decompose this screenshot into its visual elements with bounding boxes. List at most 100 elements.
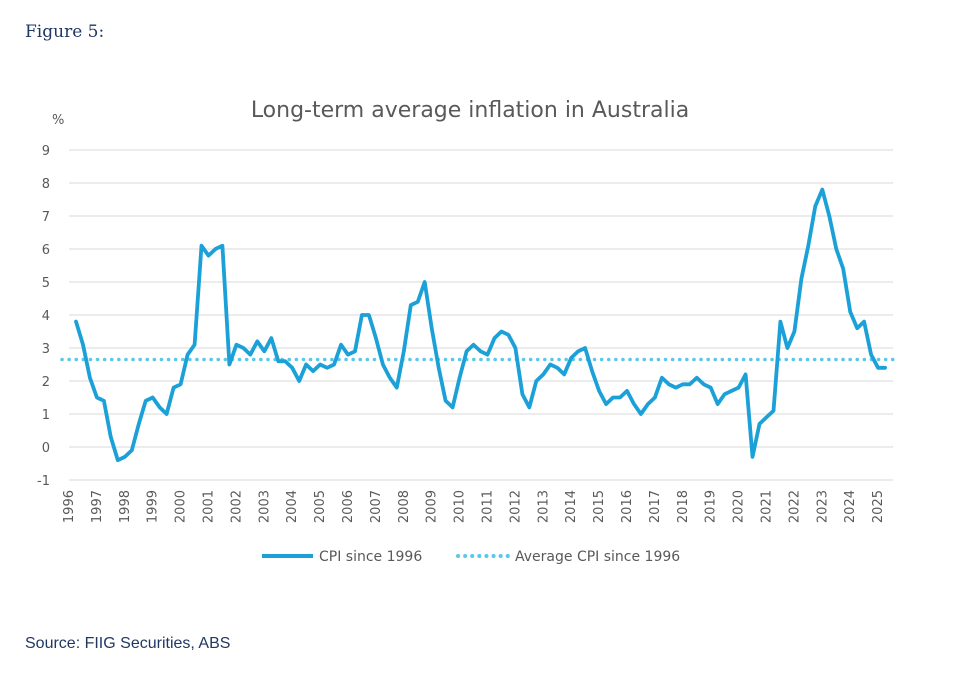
x-tick-label: 1997 bbox=[90, 490, 105, 523]
cpi-point bbox=[828, 215, 831, 218]
chart-title: Long-term average inflation in Australia bbox=[251, 98, 689, 123]
cpi-point bbox=[758, 422, 761, 425]
cpi-point bbox=[521, 393, 524, 396]
cpi-point bbox=[305, 363, 308, 366]
x-tick-label: 1998 bbox=[118, 490, 133, 523]
cpi-point bbox=[884, 366, 887, 369]
cpi-point bbox=[179, 383, 182, 386]
y-axis-label: % bbox=[52, 113, 64, 128]
x-tick-label: 2016 bbox=[620, 490, 635, 523]
cpi-point bbox=[88, 376, 91, 379]
cpi-point bbox=[319, 363, 322, 366]
cpi-point bbox=[214, 248, 217, 251]
cpi-point bbox=[144, 399, 147, 402]
x-tick-label: 2002 bbox=[229, 490, 244, 523]
cpi-point bbox=[235, 343, 238, 346]
cpi-point bbox=[605, 403, 608, 406]
cpi-point bbox=[451, 406, 454, 409]
cpi-point bbox=[151, 396, 154, 399]
x-tick-label: 2014 bbox=[564, 490, 579, 523]
x-tick-label: 1999 bbox=[146, 490, 161, 523]
x-tick-label: 2001 bbox=[202, 490, 217, 523]
series-layer bbox=[60, 187, 895, 463]
x-tick-labels: 1996 1997 1998 1999 2000 2001 2002 2003 2004 2005… bbox=[62, 490, 886, 523]
cpi-point bbox=[116, 459, 119, 462]
cpi-point bbox=[584, 347, 587, 350]
cpi-point bbox=[702, 383, 705, 386]
cpi-point bbox=[800, 277, 803, 280]
cpi-point bbox=[639, 413, 642, 416]
cpi-point bbox=[416, 300, 419, 303]
y-tick-label: 7 bbox=[42, 210, 50, 225]
cpi-point bbox=[207, 254, 210, 257]
cpi-point bbox=[458, 376, 461, 379]
cpi-point bbox=[660, 376, 663, 379]
x-tick-label: 2019 bbox=[704, 490, 719, 523]
figure-label: Figure 5: bbox=[25, 22, 105, 42]
legend: CPI since 1996 Average CPI since 1996 bbox=[262, 549, 680, 565]
x-tick-label: 2020 bbox=[732, 490, 747, 523]
cpi-point bbox=[249, 353, 252, 356]
x-tick-label: 2021 bbox=[760, 490, 775, 523]
y-tick-label: 3 bbox=[42, 342, 50, 357]
cpi-point bbox=[367, 314, 370, 317]
y-tick-label: 6 bbox=[42, 243, 50, 258]
cpi-point bbox=[374, 337, 377, 340]
x-tick-label: 2000 bbox=[174, 490, 189, 523]
series-cpi bbox=[74, 187, 887, 463]
cpi-point bbox=[786, 347, 789, 350]
cpi-point bbox=[744, 373, 747, 376]
cpi-point bbox=[291, 366, 294, 369]
cpi-point bbox=[870, 353, 873, 356]
cpi-point bbox=[849, 310, 852, 313]
cpi-point bbox=[221, 244, 224, 247]
x-tick-label: 2018 bbox=[676, 490, 691, 523]
cpi-point bbox=[242, 347, 245, 350]
cpi-point bbox=[347, 353, 350, 356]
cpi-point bbox=[723, 393, 726, 396]
cpi-point bbox=[507, 333, 510, 336]
cpi-point bbox=[709, 386, 712, 389]
x-tick-label: 2008 bbox=[397, 490, 412, 523]
cpi-point bbox=[388, 376, 391, 379]
cpi-point bbox=[835, 248, 838, 251]
cpi-point bbox=[186, 353, 189, 356]
cpi-point bbox=[500, 330, 503, 333]
cpi-point bbox=[877, 366, 880, 369]
cpi-point bbox=[814, 205, 817, 208]
cpi-point bbox=[633, 403, 636, 406]
cpi-point bbox=[395, 386, 398, 389]
cpi-point bbox=[556, 366, 559, 369]
cpi-point bbox=[82, 343, 85, 346]
cpi-point bbox=[765, 416, 768, 419]
x-tick-label: 2003 bbox=[257, 490, 272, 523]
x-tick-label: 2013 bbox=[536, 490, 551, 523]
cpi-point bbox=[437, 366, 440, 369]
cpi-point bbox=[277, 360, 280, 363]
cpi-point bbox=[409, 304, 412, 307]
cpi-point bbox=[598, 389, 601, 392]
cpi-point bbox=[549, 363, 552, 366]
source-note: Source: FIIG Securities, ABS bbox=[25, 635, 231, 652]
cpi-point bbox=[165, 413, 168, 416]
cpi-point bbox=[172, 386, 175, 389]
x-tick-label: 2022 bbox=[787, 490, 802, 523]
x-tick-label: 2011 bbox=[481, 490, 496, 523]
cpi-point bbox=[75, 320, 78, 323]
cpi-point bbox=[200, 244, 203, 247]
cpi-point bbox=[591, 370, 594, 373]
cpi-point bbox=[493, 337, 496, 340]
cpi-point bbox=[646, 403, 649, 406]
cpi-point bbox=[137, 422, 140, 425]
cpi-point bbox=[123, 455, 126, 458]
y-tick-label: 4 bbox=[42, 309, 50, 324]
cpi-point bbox=[863, 320, 866, 323]
cpi-point bbox=[472, 343, 475, 346]
cpi-point bbox=[688, 383, 691, 386]
cpi-point bbox=[326, 366, 329, 369]
cpi-point bbox=[821, 188, 824, 191]
cpi-point bbox=[653, 396, 656, 399]
x-tick-label: 2005 bbox=[313, 490, 328, 523]
cpi-point bbox=[626, 389, 629, 392]
cpi-point bbox=[402, 350, 405, 353]
